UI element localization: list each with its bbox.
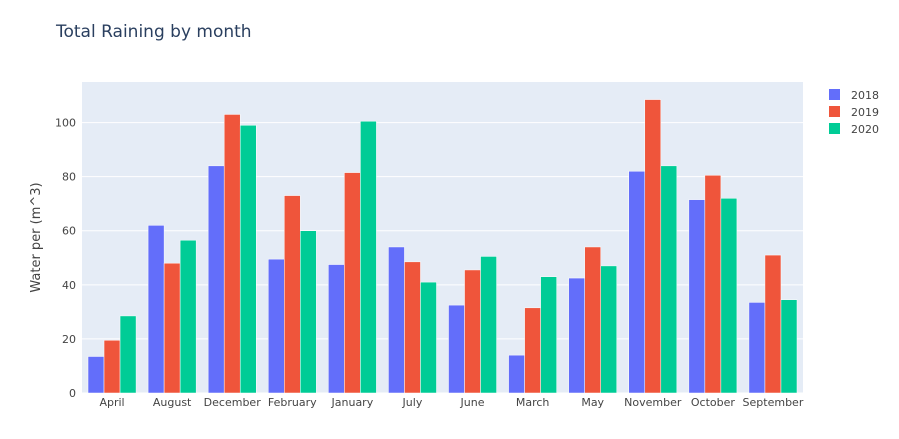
legend-label-2020: 2020 [851, 123, 879, 136]
bar-2018-march[interactable] [508, 354, 525, 394]
bar-2020-march[interactable] [540, 276, 557, 394]
bar-2018-october[interactable] [688, 199, 706, 394]
bar-2019-january[interactable] [344, 172, 361, 394]
bars [87, 99, 798, 394]
bar-2020-june[interactable] [480, 256, 497, 394]
y-tick-label: 0 [69, 387, 76, 400]
y-tick-labels: 0 20 40 60 80 100 [55, 117, 76, 400]
bar-2019-august[interactable] [163, 262, 181, 394]
bar-2018-february[interactable] [268, 258, 285, 394]
legend: 2018 2019 2020 [829, 89, 879, 136]
bar-2019-february[interactable] [284, 195, 301, 394]
bar-2020-january[interactable] [360, 120, 377, 394]
x-tick-label: September [743, 396, 804, 409]
x-tick-label: January [331, 396, 374, 409]
bar-2020-may[interactable] [600, 265, 617, 394]
bar-2020-august[interactable] [179, 239, 197, 394]
bar-2018-april[interactable] [87, 356, 105, 394]
bar-2019-october[interactable] [704, 175, 722, 394]
bar-2018-may[interactable] [568, 277, 585, 394]
bar-2019-july[interactable] [404, 261, 421, 394]
bar-2018-september[interactable] [748, 302, 766, 394]
y-tick-label: 60 [62, 225, 76, 238]
bar-2018-november[interactable] [628, 170, 646, 394]
y-tick-label: 20 [62, 333, 76, 346]
bar-2019-december[interactable] [223, 114, 241, 394]
bar-2020-december[interactable] [239, 125, 257, 394]
bar-2019-november[interactable] [644, 99, 662, 394]
bar-2020-september[interactable] [780, 299, 798, 394]
legend-label-2018: 2018 [851, 89, 879, 102]
bar-2020-april[interactable] [119, 315, 137, 394]
y-axis-label: Water per (m^3) [29, 182, 44, 292]
bar-2018-june[interactable] [448, 304, 465, 394]
y-tick-label: 40 [62, 279, 76, 292]
x-tick-label: March [516, 396, 550, 409]
bar-2020-october[interactable] [720, 198, 738, 394]
bar-2018-july[interactable] [388, 246, 405, 394]
bar-2018-january[interactable] [328, 264, 345, 394]
x-tick-label: November [624, 396, 682, 409]
y-tick-label: 80 [62, 171, 76, 184]
plot-background [82, 82, 803, 393]
bar-2019-may[interactable] [584, 246, 601, 394]
x-tick-label: December [204, 396, 262, 409]
legend-label-2019: 2019 [851, 106, 879, 119]
bar-2020-july[interactable] [420, 281, 437, 394]
legend-swatch-2019 [829, 106, 840, 117]
bar-2019-june[interactable] [464, 269, 481, 394]
bar-2019-april[interactable] [103, 340, 121, 394]
x-tick-label: August [153, 396, 192, 409]
chart-title: Total Raining by month [55, 22, 252, 42]
legend-swatch-2020 [829, 123, 840, 134]
legend-swatch-2018 [829, 89, 840, 100]
x-tick-label: June [460, 396, 485, 409]
bar-2018-august[interactable] [147, 225, 165, 394]
bar-2018-december[interactable] [207, 165, 225, 394]
bar-2020-february[interactable] [300, 230, 317, 394]
bar-2019-september[interactable] [764, 254, 782, 394]
gridlines [82, 122, 803, 394]
x-tick-labels: April August December February January July Ju… [99, 396, 803, 409]
x-tick-label: July [402, 396, 423, 409]
bar-2020-november[interactable] [660, 165, 678, 394]
x-tick-label: February [268, 396, 317, 409]
x-tick-label: April [99, 396, 124, 409]
x-tick-label: October [691, 396, 735, 409]
y-tick-label: 100 [55, 117, 76, 130]
bar-2019-march[interactable] [524, 307, 541, 394]
x-tick-label: May [581, 396, 604, 409]
